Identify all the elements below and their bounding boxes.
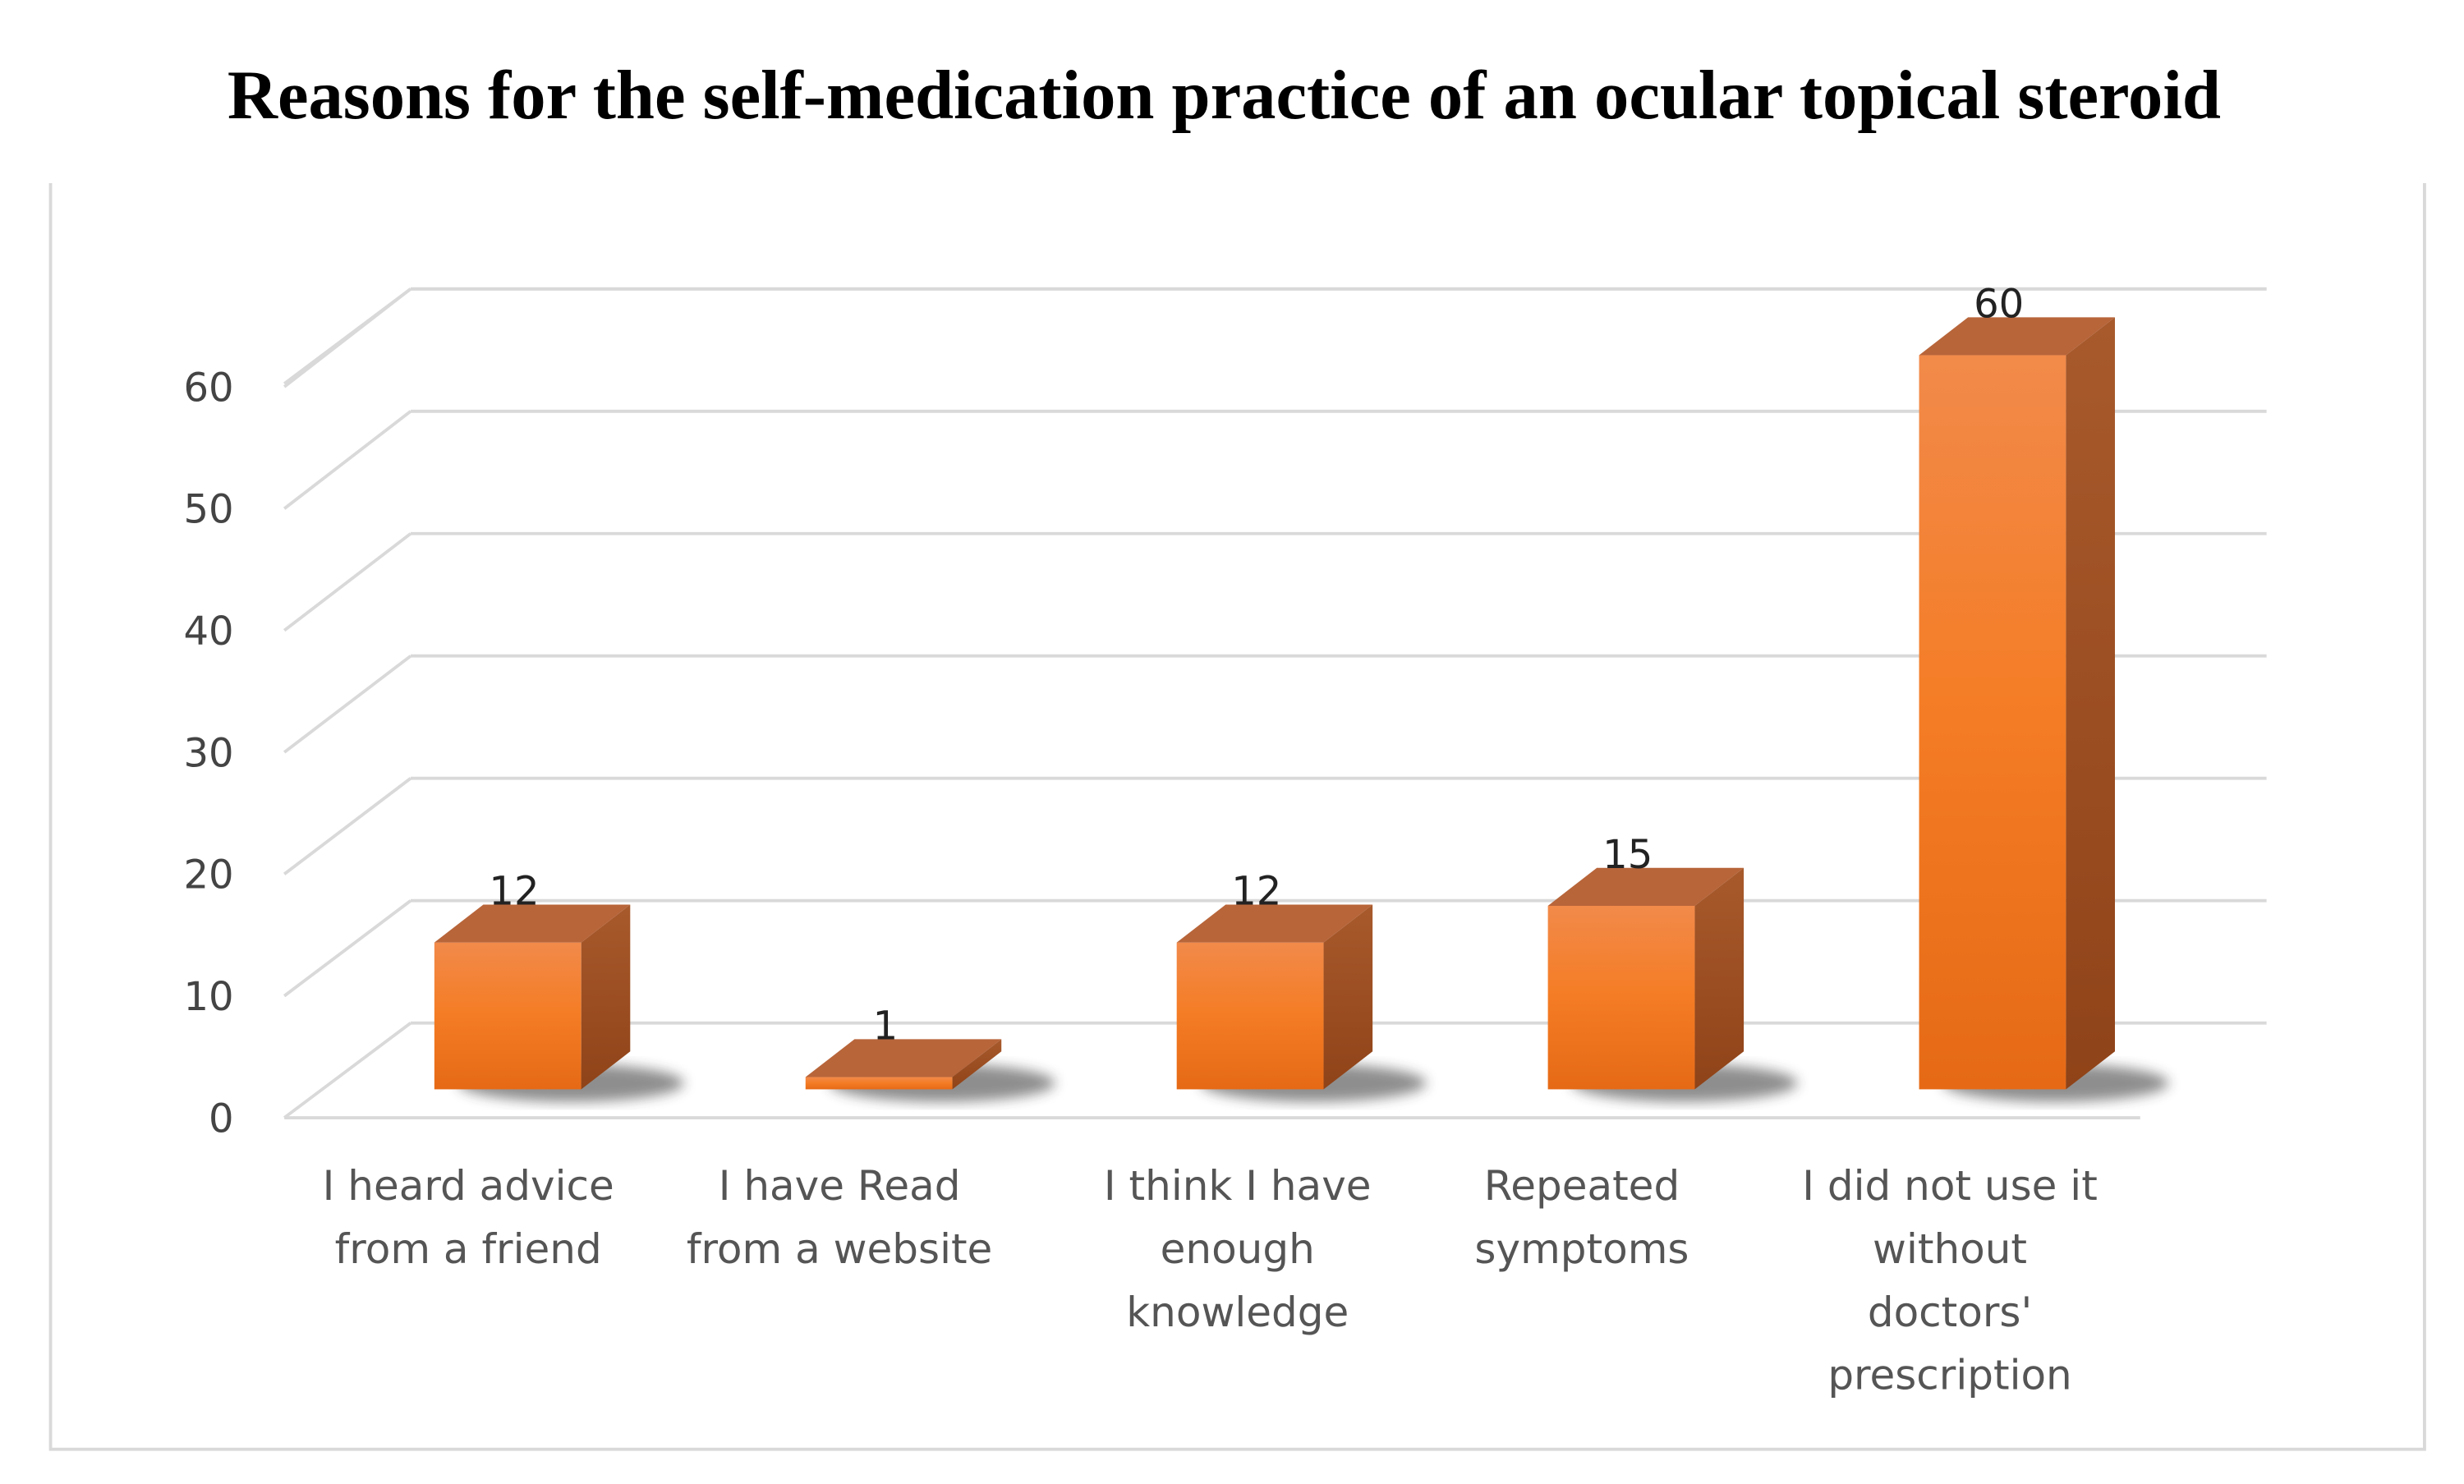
bar-side bbox=[1323, 904, 1373, 1090]
x-category-label: Repeated bbox=[1484, 1162, 1680, 1210]
gridline-side bbox=[283, 777, 412, 875]
x-category-label: I think I have bbox=[1104, 1162, 1372, 1210]
gridline-side bbox=[283, 899, 412, 998]
data-label: 60 bbox=[1974, 281, 2024, 327]
x-category-label: without bbox=[1873, 1225, 2027, 1273]
bar-front bbox=[434, 942, 582, 1090]
x-category-label: doctors' bbox=[1868, 1289, 2032, 1336]
data-label: 12 bbox=[489, 869, 539, 915]
bar: 1 bbox=[805, 1003, 1055, 1102]
y-tick-label: 40 bbox=[183, 609, 233, 655]
y-tick-label: 0 bbox=[209, 1096, 234, 1142]
bar-side bbox=[2066, 317, 2115, 1090]
data-label: 12 bbox=[1231, 869, 1281, 915]
bar-top bbox=[434, 904, 631, 943]
bar-front bbox=[805, 1077, 953, 1090]
x-category-label: I have Read bbox=[719, 1162, 961, 1210]
bar: 12 bbox=[1176, 869, 1427, 1102]
gridline-side bbox=[283, 532, 412, 632]
bar-top bbox=[805, 1039, 1002, 1077]
gridline-side bbox=[283, 655, 412, 754]
y-tick-label: 30 bbox=[183, 730, 233, 776]
x-category-label: knowledge bbox=[1126, 1289, 1349, 1336]
bar-front bbox=[1176, 942, 1324, 1090]
bar-side bbox=[581, 904, 631, 1090]
x-category-label: enough bbox=[1161, 1225, 1315, 1273]
chart-title: Reasons for the self-medication practice… bbox=[228, 57, 2221, 134]
x-category-label: prescription bbox=[1827, 1352, 2071, 1399]
data-label: 15 bbox=[1602, 832, 1653, 878]
bar: 60 bbox=[1919, 281, 2169, 1102]
gridline-side bbox=[283, 410, 412, 510]
y-tick-label: 10 bbox=[183, 974, 233, 1020]
bar: 12 bbox=[434, 869, 684, 1102]
bar-front bbox=[1547, 905, 1695, 1090]
gridline-side bbox=[283, 1022, 412, 1119]
data-label: 1 bbox=[873, 1003, 899, 1049]
x-category-label: from a friend bbox=[335, 1225, 602, 1273]
y-tick-label: 20 bbox=[183, 852, 233, 898]
bar-front bbox=[1919, 355, 2066, 1090]
bar: 15 bbox=[1547, 832, 1798, 1102]
bar-top bbox=[1919, 317, 2115, 356]
x-category-label: I did not use it bbox=[1802, 1162, 2098, 1210]
y-tick-label: 50 bbox=[183, 487, 233, 533]
x-category-label: symptoms bbox=[1474, 1225, 1689, 1273]
bar-top bbox=[1176, 904, 1373, 943]
gridline-side bbox=[283, 287, 412, 385]
bar-side bbox=[952, 1039, 1002, 1090]
bar-top bbox=[1547, 867, 1745, 906]
bar-side bbox=[1694, 867, 1745, 1090]
x-category-label: I heard advice bbox=[323, 1162, 614, 1210]
y-tick-label: 60 bbox=[183, 365, 233, 411]
x-category-label: from a website bbox=[687, 1225, 992, 1273]
